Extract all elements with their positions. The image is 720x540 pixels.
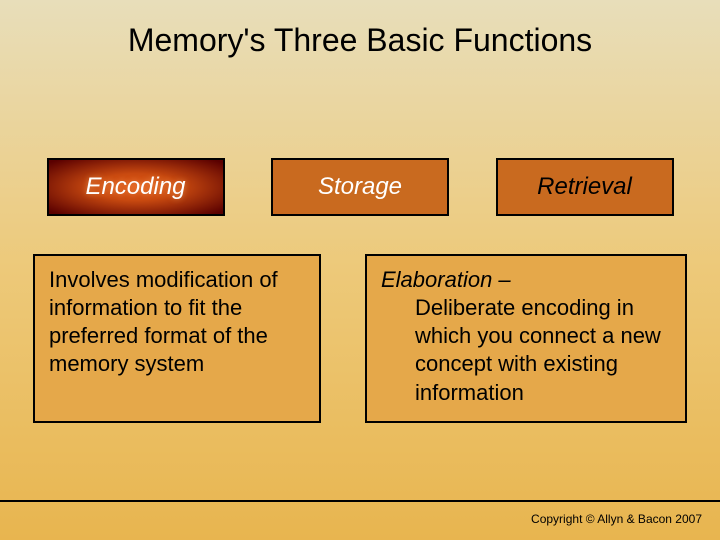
encoding-description-card: Involves modification of information to … <box>33 254 321 423</box>
retrieval-label: Retrieval <box>537 173 632 201</box>
encoding-box: Encoding <box>47 158 225 216</box>
function-boxes-row: Encoding Storage Retrieval <box>0 158 720 216</box>
storage-label: Storage <box>318 173 402 201</box>
encoding-label: Encoding <box>85 173 185 201</box>
bottom-divider <box>0 500 720 502</box>
page-title: Memory's Three Basic Functions <box>0 22 720 59</box>
encoding-description-text: Involves modification of information to … <box>49 267 278 376</box>
description-row: Involves modification of information to … <box>0 254 720 423</box>
elaboration-term: Elaboration – <box>381 267 511 292</box>
copyright-text: Copyright © Allyn & Bacon 2007 <box>531 512 702 526</box>
storage-box: Storage <box>271 158 449 216</box>
elaboration-definition: Deliberate encoding in which you connect… <box>381 294 671 407</box>
slide: Memory's Three Basic Functions Encoding … <box>0 0 720 540</box>
retrieval-box: Retrieval <box>496 158 674 216</box>
elaboration-description-card: Elaboration – Deliberate encoding in whi… <box>365 254 687 423</box>
